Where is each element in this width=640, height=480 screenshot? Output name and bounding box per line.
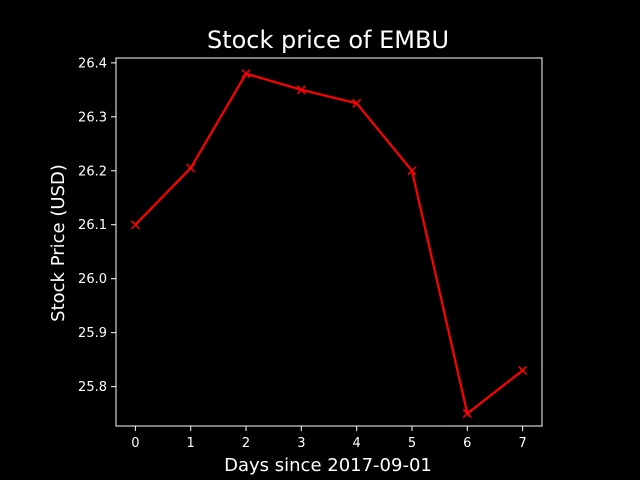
y-tick-label: 26.1	[78, 218, 107, 233]
data-point-marker	[407, 166, 417, 176]
x-tick-label: 2	[242, 436, 250, 451]
y-tick-label: 25.8	[78, 380, 107, 395]
x-tick-label: 6	[463, 436, 471, 451]
x-tick-label: 5	[408, 436, 416, 451]
x-tick-label: 3	[297, 436, 305, 451]
x-tick-label: 7	[518, 436, 526, 451]
x-tick-label: 0	[131, 436, 139, 451]
x-tick-label: 4	[353, 436, 361, 451]
y-tick-label: 26.0	[78, 272, 107, 287]
y-tick-label: 26.2	[78, 164, 107, 179]
data-point-marker	[296, 85, 306, 95]
data-point-marker	[241, 69, 251, 79]
x-tick-label: 1	[187, 436, 195, 451]
data-point-marker	[186, 163, 196, 173]
series-layer	[130, 69, 528, 419]
data-point-marker	[130, 220, 140, 230]
y-tick-label: 25.9	[78, 326, 107, 341]
y-tick-label: 26.4	[78, 56, 107, 71]
series-line	[134, 72, 524, 415]
y-tick-label: 26.3	[78, 110, 107, 125]
data-point-marker	[518, 365, 528, 375]
y-axis-label: Stock Price (USD)	[48, 164, 69, 322]
data-point-marker	[462, 409, 472, 419]
x-axis-ticks: 0 1 2 3 4 5 6 7	[131, 426, 527, 451]
x-axis-label: Days since 2017-09-01	[224, 455, 432, 476]
plot-area-frame	[115, 57, 543, 427]
chart-title: Stock price of EMBU	[207, 26, 449, 54]
data-point-marker	[352, 98, 362, 108]
y-axis-ticks: 25.8 25.9 26.0 26.1 26.2 26.3 26.4	[78, 56, 116, 395]
